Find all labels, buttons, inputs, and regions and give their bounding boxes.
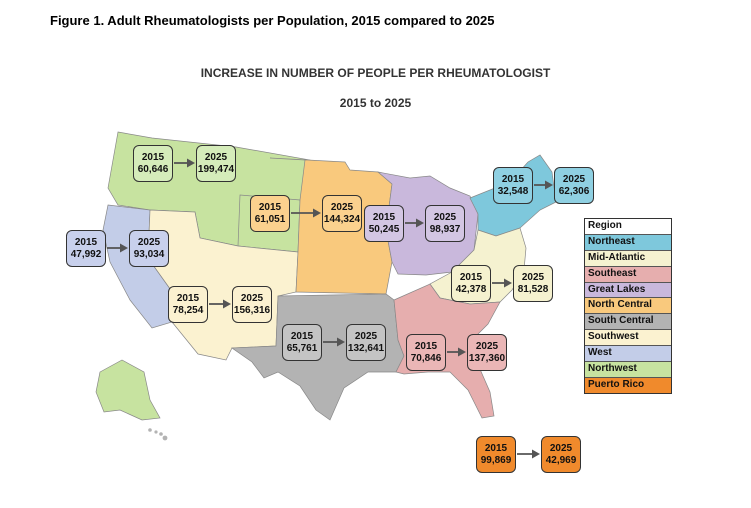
box-2025: 2025 62,306 xyxy=(554,167,594,204)
arrow-head xyxy=(337,337,345,347)
box-2025: 2025 137,360 xyxy=(467,334,507,371)
legend-item: North Central xyxy=(585,297,671,314)
year-label: 2015 xyxy=(459,271,483,283)
people-per-rheumatologist-value: 62,306 xyxy=(558,185,590,197)
year-label: 2025 xyxy=(562,173,586,185)
year-label: 2015 xyxy=(372,211,396,223)
arrow-head xyxy=(187,158,195,168)
people-per-rheumatologist-value: 132,641 xyxy=(347,342,385,354)
legend-item: Southeast xyxy=(585,265,671,282)
region-southeast xyxy=(393,283,501,419)
legend-item: Northwest xyxy=(585,361,671,377)
people-per-rheumatologist-value: 42,378 xyxy=(455,283,487,295)
people-per-rheumatologist-value: 47,992 xyxy=(70,248,102,260)
people-per-rheumatologist-value: 199,474 xyxy=(197,163,235,175)
box-2025: 2025 132,641 xyxy=(346,324,386,361)
people-per-rheumatologist-value: 99,869 xyxy=(480,454,512,466)
box-2015: 2015 32,548 xyxy=(493,167,533,204)
year-label: 2025 xyxy=(354,330,378,342)
people-per-rheumatologist-value: 60,646 xyxy=(137,163,169,175)
year-label: 2025 xyxy=(475,340,499,352)
region-hawaii xyxy=(148,428,168,441)
legend-item: Great Lakes xyxy=(585,281,671,298)
people-per-rheumatologist-value: 61,051 xyxy=(254,213,286,225)
year-label: 2025 xyxy=(549,442,573,454)
year-label: 2025 xyxy=(137,236,161,248)
box-2025: 2025 199,474 xyxy=(196,145,236,182)
box-2025: 2025 42,969 xyxy=(541,436,581,473)
box-2015: 2015 61,051 xyxy=(250,195,290,232)
people-per-rheumatologist-value: 137,360 xyxy=(468,352,506,364)
people-per-rheumatologist-value: 65,761 xyxy=(286,342,318,354)
box-2025: 2025 81,528 xyxy=(513,265,553,302)
arrow-head xyxy=(458,347,466,357)
people-per-rheumatologist-value: 81,528 xyxy=(517,283,549,295)
people-per-rheumatologist-value: 70,846 xyxy=(410,352,442,364)
chart-title: INCREASE IN NUMBER OF PEOPLE PER RHEUMAT… xyxy=(200,66,551,80)
legend-item: South Central xyxy=(585,313,671,330)
region-alaska xyxy=(95,359,161,421)
box-2025: 2025 144,324 xyxy=(322,195,362,232)
year-label: 2025 xyxy=(433,211,457,223)
year-label: 2015 xyxy=(258,201,282,213)
legend-item: Puerto Rico xyxy=(585,376,671,393)
year-label: 2015 xyxy=(176,292,200,304)
legend-item: Mid-Atlantic xyxy=(585,249,671,266)
box-2025: 2025 98,937 xyxy=(425,205,465,242)
year-label: 2015 xyxy=(74,236,98,248)
box-2015: 2015 99,869 xyxy=(476,436,516,473)
box-2015: 2015 70,846 xyxy=(406,334,446,371)
people-per-rheumatologist-value: 144,324 xyxy=(323,213,361,225)
people-per-rheumatologist-value: 32,548 xyxy=(497,185,529,197)
arrow-head xyxy=(223,299,231,309)
people-per-rheumatologist-value: 93,034 xyxy=(133,248,165,260)
arrows xyxy=(107,158,553,459)
arrow-head xyxy=(313,208,321,218)
region-legend: Region Northeast Mid-Atlantic Southeast Gre… xyxy=(584,218,672,394)
year-label: 2015 xyxy=(290,330,314,342)
box-2025: 2025 93,034 xyxy=(129,230,169,267)
figure-title: Figure 1. Adult Rheumatologists per Popu… xyxy=(50,13,495,28)
people-per-rheumatologist-value: 42,969 xyxy=(545,454,577,466)
arrow-head xyxy=(545,180,553,190)
box-2015: 2015 60,646 xyxy=(133,145,173,182)
legend-item: West xyxy=(585,345,671,362)
people-per-rheumatologist-value: 78,254 xyxy=(172,304,204,316)
box-2015: 2015 47,992 xyxy=(66,230,106,267)
legend-item: Northeast xyxy=(585,233,671,250)
year-label: 2025 xyxy=(330,201,354,213)
year-label: 2025 xyxy=(521,271,545,283)
people-per-rheumatologist-value: 98,937 xyxy=(429,223,461,235)
arrow-head xyxy=(120,243,128,253)
people-per-rheumatologist-value: 156,316 xyxy=(233,304,271,316)
box-2015: 2015 50,245 xyxy=(364,205,404,242)
year-label: 2025 xyxy=(204,151,228,163)
year-label: 2015 xyxy=(501,173,525,185)
box-2015: 2015 42,378 xyxy=(451,265,491,302)
box-2015: 2015 65,761 xyxy=(282,324,322,361)
arrow-head xyxy=(532,449,540,459)
arrow-head xyxy=(504,278,512,288)
legend-item: Southwest xyxy=(585,329,671,346)
arrow-head xyxy=(416,218,424,228)
legend-header: Region xyxy=(585,219,671,234)
year-label: 2015 xyxy=(141,151,165,163)
box-2025: 2025 156,316 xyxy=(232,286,272,323)
chart-subtitle: 2015 to 2025 xyxy=(339,96,412,110)
year-label: 2015 xyxy=(414,340,438,352)
year-label: 2015 xyxy=(484,442,508,454)
year-label: 2025 xyxy=(240,292,264,304)
people-per-rheumatologist-value: 50,245 xyxy=(368,223,400,235)
box-2015: 2015 78,254 xyxy=(168,286,208,323)
